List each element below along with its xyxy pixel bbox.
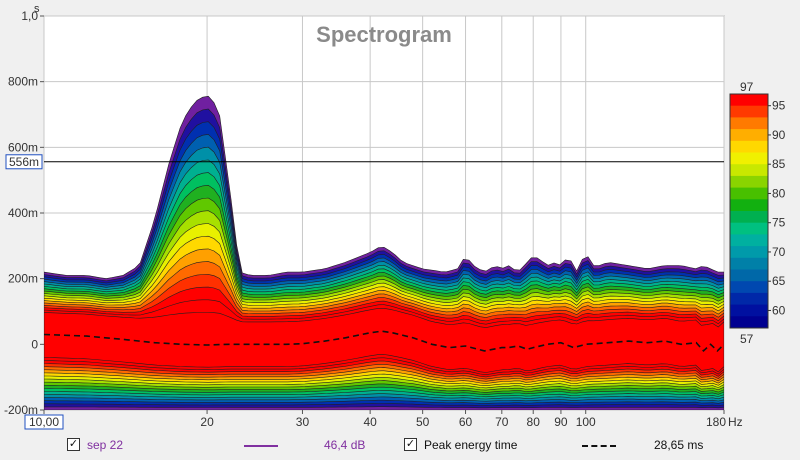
colorbar-swatch: [730, 234, 768, 247]
series-name: sep 22: [87, 438, 124, 452]
colorbar-swatch: [730, 257, 768, 270]
colorbar-tick-label: 75: [772, 216, 786, 230]
y-tick-label: 800m: [8, 75, 38, 89]
x-tick-label: 70: [495, 415, 509, 429]
legend-bar: ✓ sep 22 46,4 dB ✓ Peak energy time 28,6…: [0, 436, 800, 458]
colorbar-swatch: [730, 246, 768, 259]
colorbar-swatch: [730, 117, 768, 130]
colorbar-swatch: [730, 316, 768, 329]
y-tick-label: 600m: [8, 140, 38, 154]
x-tick-label: 20: [200, 415, 214, 429]
colorbar-swatch: [730, 199, 768, 212]
colorbar-tick-label: 60: [772, 303, 786, 317]
colorbar-swatch: [730, 292, 768, 306]
colorbar-swatch: [730, 269, 768, 282]
colorbar-swatch: [730, 129, 768, 142]
colorbar-tick-label: 80: [772, 186, 786, 200]
y-tick-label: 200m: [8, 272, 38, 286]
colorbar-tick-label: 95: [772, 99, 786, 113]
colorbar: 95 90 85 80 75 70 65 60 97 57: [729, 80, 786, 346]
chart-title: Spectrogram: [316, 22, 452, 47]
series-line-swatch: [244, 445, 278, 447]
colorbar-swatch: [730, 164, 768, 177]
y-unit-label: s: [34, 3, 40, 15]
overlays: [44, 161, 724, 353]
spectrogram-band: [44, 307, 724, 373]
y-tick-label: 400m: [8, 206, 38, 220]
x-tick-label: 80: [527, 415, 541, 429]
colorbar-swatch: [730, 222, 768, 235]
x-tick-label: 50: [416, 415, 430, 429]
colorbar-max-label: 97: [740, 80, 754, 94]
colorbar-frame: [729, 93, 769, 329]
x-tick-label: 40: [363, 415, 377, 429]
colorbar-swatch: [730, 152, 768, 165]
colorbar-swatch: [730, 304, 768, 317]
colorbar-swatch: [730, 94, 768, 107]
series-level: 46,4 dB: [324, 438, 366, 452]
x-tick-label: 60: [459, 415, 473, 429]
spectrogram-chart: Spectrogram s 10,00 20 30 40 50 60 70 80 90 100 18…: [4, 3, 786, 430]
colorbar-swatch: [730, 211, 768, 224]
y-axis: 1,0 800m 600m 400m 200m 0 -200m 556m: [4, 9, 44, 417]
y-cursor-box: [5, 154, 43, 170]
colorbar-swatch: [730, 140, 768, 153]
colorbar-swatch: [730, 175, 768, 189]
x-tick-label: 180: [706, 415, 726, 429]
peak-energy-value: 28,65 ms: [654, 438, 704, 452]
series-checkbox[interactable]: ✓: [67, 438, 80, 451]
x-tick-label: 10,00: [29, 415, 59, 429]
colorbar-tick-label: 70: [772, 245, 786, 259]
peak-energy-checkbox[interactable]: ✓: [404, 438, 417, 451]
peak-energy-label: Peak energy time: [424, 438, 518, 452]
colorbar-tick-label: 90: [772, 128, 786, 142]
peak-energy-curve: [44, 330, 724, 353]
x-unit-label: Hz: [728, 415, 743, 429]
colorbar-tick-label: 65: [772, 274, 786, 288]
y-tick-label: 1,0: [21, 9, 38, 23]
y-tick-label: -200m: [4, 403, 38, 417]
peak-energy-line-swatch: [582, 445, 616, 447]
x-tick-label: 100: [576, 415, 596, 429]
x-axis: 10,00 20 30 40 50 60 70 80 90 100 180 Hz: [24, 410, 743, 430]
colorbar-swatch: [730, 187, 768, 200]
colorbar-tick-label: 85: [772, 157, 786, 171]
colorbar-min-label: 57: [740, 332, 754, 346]
colorbar-swatch: [730, 281, 768, 294]
x-tick-label: 90: [554, 415, 568, 429]
y-tick-label: 0: [31, 337, 38, 351]
x-cursor-box: [24, 414, 64, 430]
colorbar-swatch: [730, 105, 768, 118]
y-cursor-label: 556m: [9, 155, 39, 169]
x-tick-label: 30: [296, 415, 310, 429]
